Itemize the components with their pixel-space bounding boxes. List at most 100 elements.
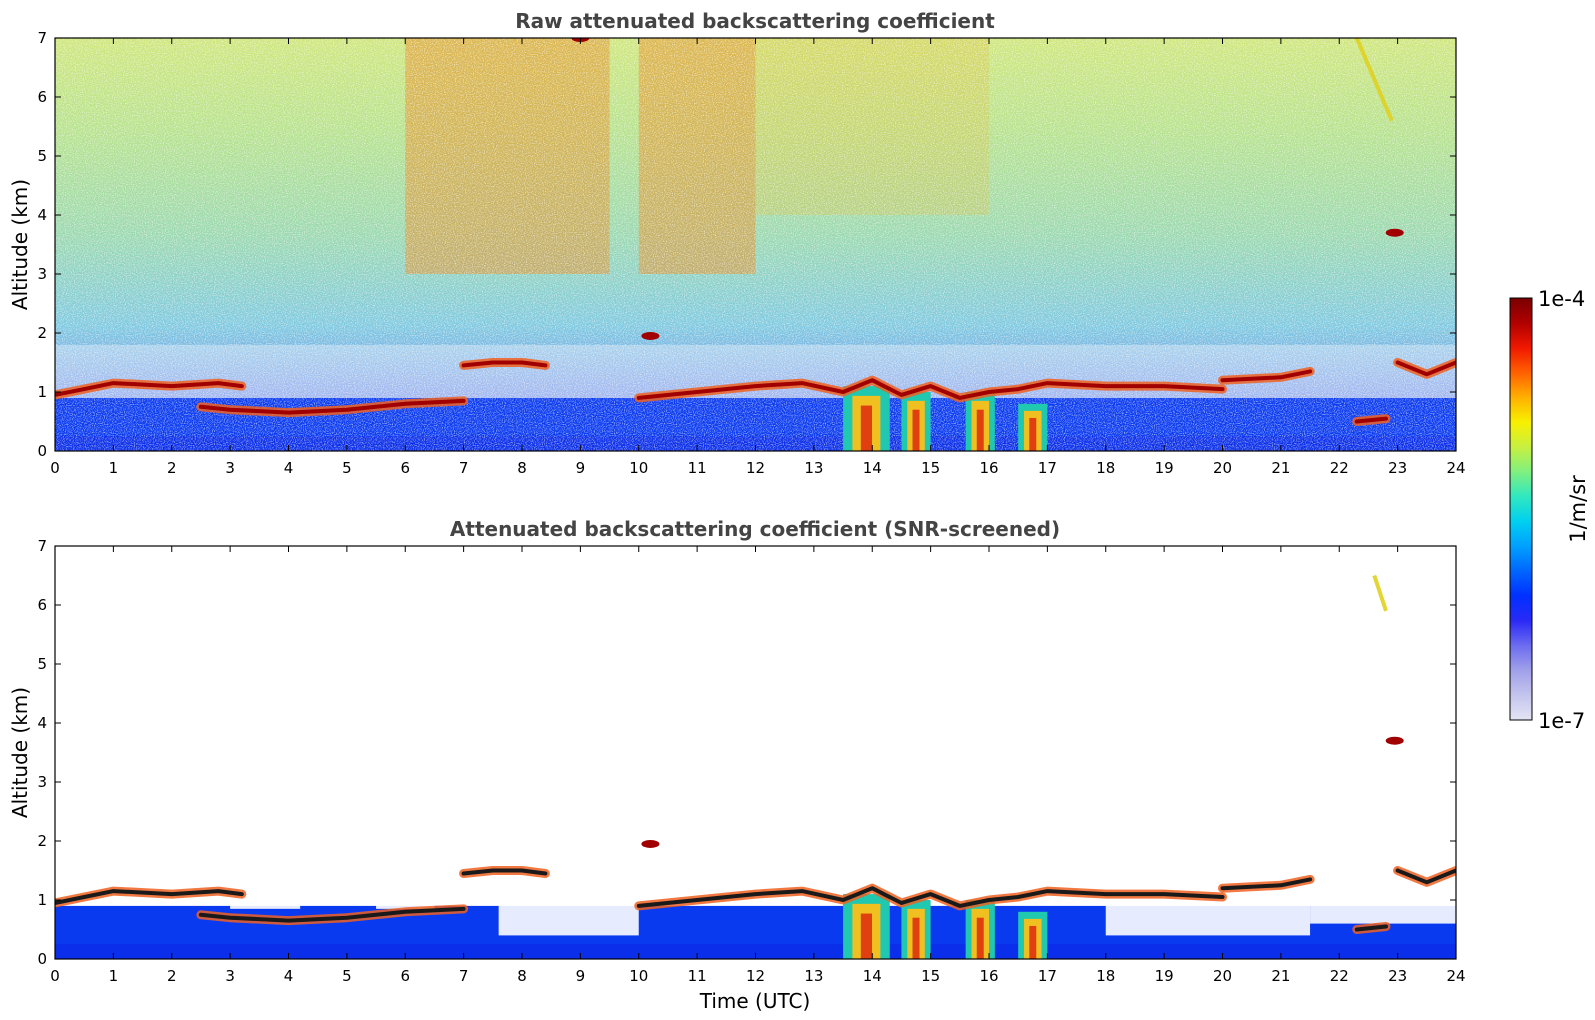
x-tick-label: 5	[342, 967, 352, 985]
plume-core	[912, 409, 920, 451]
cloud-layer	[1395, 868, 1456, 885]
screened-gap	[376, 888, 435, 909]
cloud-blob	[1385, 228, 1404, 237]
x-tick-label: 7	[459, 967, 469, 985]
cloud-blob	[641, 839, 660, 848]
colorbar-bar	[1509, 297, 1533, 721]
y-axis-label-raw: Altitude (km)	[8, 179, 32, 310]
y-tick-label: 0	[37, 442, 47, 460]
cloud-layer	[1220, 369, 1313, 383]
cloud-layer	[198, 398, 466, 415]
y-tick-label: 4	[37, 206, 47, 224]
x-tick-label: 17	[1038, 459, 1057, 477]
cloud-layer	[461, 360, 548, 368]
x-tick-label: 21	[1271, 459, 1290, 477]
x-tick-label: 20	[1213, 459, 1232, 477]
y-axis-raw: 0 1 2 3 4 5 6 7	[37, 29, 1456, 460]
cloud-layer	[636, 378, 1225, 400]
plume-core	[912, 917, 920, 959]
x-tick-label: 12	[746, 459, 765, 477]
y-tick-label: 7	[37, 537, 47, 555]
cloud-blob	[1385, 736, 1404, 745]
y-tick-label: 6	[37, 596, 47, 614]
plume-core	[976, 917, 984, 959]
screened-gap	[498, 876, 639, 936]
x-tick-label: 22	[1330, 967, 1349, 985]
plume-core	[976, 409, 984, 451]
x-tick-label: 14	[863, 459, 882, 477]
cloud-layer	[461, 868, 548, 876]
x-tick-label: 2	[167, 459, 177, 477]
x-tick-label: 10	[629, 459, 648, 477]
x-tick-label: 20	[1213, 967, 1232, 985]
x-tick-label: 10	[629, 967, 648, 985]
x-tick-label: 12	[746, 967, 765, 985]
x-tick-label: 7	[459, 459, 469, 477]
x-tick-label: 9	[576, 967, 586, 985]
x-tick-label: 0	[50, 459, 60, 477]
x-tick-label: 16	[979, 967, 998, 985]
x-tick-label: 16	[979, 459, 998, 477]
x-tick-label: 24	[1446, 459, 1465, 477]
x-tick-label: 19	[1155, 967, 1174, 985]
x-tick-label: 13	[804, 459, 823, 477]
cloud-layer	[1354, 924, 1388, 932]
cloud-layer	[55, 889, 244, 905]
x-tick-label: 8	[517, 459, 527, 477]
x-tick-label: 14	[863, 967, 882, 985]
x-tick-label: 4	[284, 967, 294, 985]
fall-streak	[1372, 574, 1388, 612]
x-tick-label: 6	[400, 967, 410, 985]
plume-core	[860, 405, 873, 451]
y-tick-label: 5	[37, 147, 47, 165]
x-tick-label: 13	[804, 967, 823, 985]
y-tick-label: 0	[37, 950, 47, 968]
y-axis-label-screened: Altitude (km)	[8, 687, 32, 818]
y-tick-label: 3	[37, 773, 47, 791]
x-axis-raw: 0 1 2 3 4 5 6 7 8 9 10 11 12 13 14 15 16 17 18 19 20 21 22 23 24	[50, 38, 1466, 477]
x-tick-label: 8	[517, 967, 527, 985]
y-tick-label: 7	[37, 29, 47, 47]
x-tick-label: 4	[284, 459, 294, 477]
cloud-blob	[641, 331, 660, 340]
x-tick-label: 21	[1271, 967, 1290, 985]
x-tick-label: 3	[225, 967, 235, 985]
x-tick-label: 11	[688, 459, 707, 477]
cloud-layer	[198, 906, 466, 923]
cloud-layer	[1354, 416, 1388, 424]
x-tick-label: 1	[109, 459, 119, 477]
plot-area-raw	[55, 38, 1456, 451]
chart-title-raw: Raw attenuated backscattering coefficien…	[515, 9, 995, 33]
chart-title-screened: Attenuated backscattering coefficient (S…	[450, 517, 1060, 541]
screened-gap	[1105, 900, 1311, 936]
y-tick-label: 6	[37, 88, 47, 106]
x-axis-label-screened: Time (UTC)	[699, 989, 811, 1013]
x-tick-label: 3	[225, 459, 235, 477]
x-tick-label: 19	[1155, 459, 1174, 477]
x-tick-label: 23	[1388, 967, 1407, 985]
x-axis-screened: 0 1 2 3 4 5 6 7 8 9 10 11 12 13 14 15 16 17 18 19 20 21 22 23 24	[50, 546, 1466, 985]
colorbar-unit-label: 1/m/sr	[1566, 475, 1590, 543]
x-tick-label: 18	[1096, 967, 1115, 985]
x-tick-label: 15	[921, 459, 940, 477]
x-tick-label: 17	[1038, 967, 1057, 985]
x-tick-label: 22	[1330, 459, 1349, 477]
cloud-layer	[1395, 360, 1456, 377]
x-tick-label: 9	[576, 459, 586, 477]
y-axis-screened: 0 1 2 3 4 5 6 7	[37, 537, 1456, 968]
y-tick-label: 2	[37, 324, 47, 342]
x-tick-label: 6	[400, 459, 410, 477]
fall-streak	[1354, 38, 1394, 122]
screened-gap	[1310, 888, 1456, 924]
x-tick-label: 23	[1388, 459, 1407, 477]
cloud-layer	[55, 381, 244, 397]
x-tick-label: 11	[688, 967, 707, 985]
plume-core	[1029, 417, 1037, 451]
colorbar: 1e-4 1e-7 1/m/sr	[1509, 287, 1590, 733]
x-tick-label: 1	[109, 967, 119, 985]
x-tick-label: 24	[1446, 967, 1465, 985]
panel-screened: Attenuated backscattering coefficient (S…	[8, 517, 1466, 1013]
x-tick-label: 2	[167, 967, 177, 985]
plot-area-screened	[55, 574, 1456, 959]
panel-raw: Raw attenuated backscattering coefficien…	[8, 9, 1466, 477]
